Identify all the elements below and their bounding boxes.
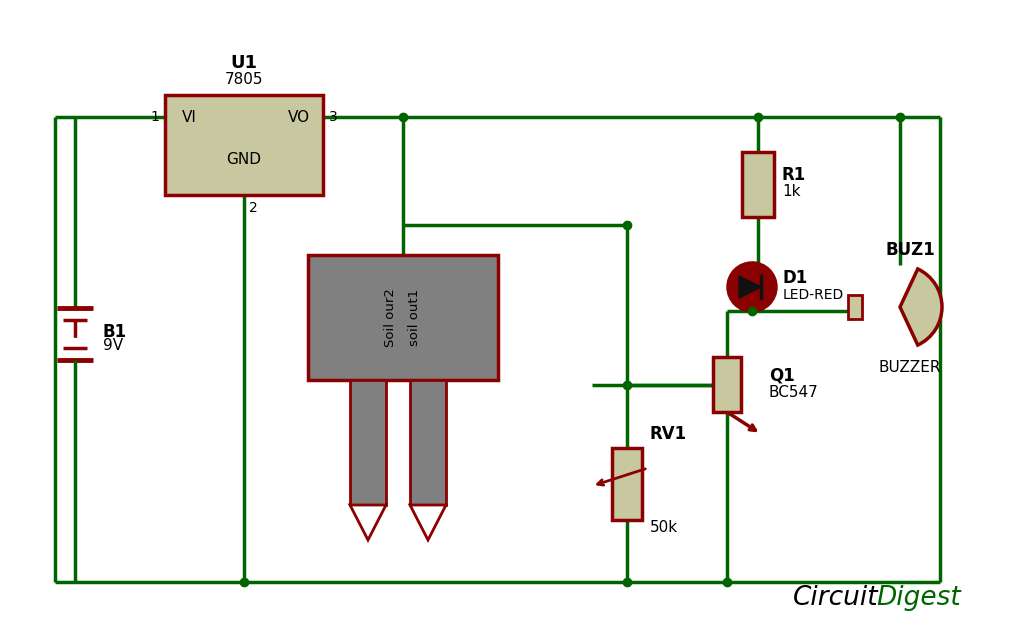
Text: Soil our2: Soil our2 xyxy=(384,288,397,347)
Text: VO: VO xyxy=(287,109,310,124)
Bar xyxy=(350,380,385,505)
Bar xyxy=(741,152,773,217)
Wedge shape xyxy=(899,269,942,345)
Text: 2: 2 xyxy=(249,201,258,215)
Text: BUZ1: BUZ1 xyxy=(884,241,934,259)
Polygon shape xyxy=(410,505,445,540)
Text: Q1: Q1 xyxy=(768,367,794,384)
Bar xyxy=(611,448,641,520)
Bar xyxy=(308,255,497,380)
Text: 50k: 50k xyxy=(649,521,678,536)
Bar xyxy=(165,95,323,195)
Text: BUZZER: BUZZER xyxy=(878,359,941,374)
Text: soil out1: soil out1 xyxy=(408,289,421,346)
Text: D1: D1 xyxy=(783,269,807,287)
Text: GND: GND xyxy=(226,153,261,168)
Text: 1k: 1k xyxy=(782,185,800,200)
Text: 3: 3 xyxy=(329,110,337,124)
Text: B1: B1 xyxy=(103,323,127,341)
Text: U1: U1 xyxy=(230,54,257,72)
Bar xyxy=(410,380,445,505)
Polygon shape xyxy=(739,276,760,298)
Text: LED-RED: LED-RED xyxy=(783,288,844,302)
Text: 1: 1 xyxy=(150,110,159,124)
Bar xyxy=(847,295,861,319)
Text: 7805: 7805 xyxy=(224,72,263,87)
Text: Circuit: Circuit xyxy=(792,585,877,611)
Text: BC547: BC547 xyxy=(768,385,818,400)
Circle shape xyxy=(728,263,775,311)
Polygon shape xyxy=(350,505,385,540)
Text: RV1: RV1 xyxy=(649,425,687,443)
Text: R1: R1 xyxy=(782,166,805,184)
Text: 9V: 9V xyxy=(103,338,123,354)
Text: VI: VI xyxy=(181,109,197,124)
Bar xyxy=(712,357,740,412)
Text: Digest: Digest xyxy=(875,585,960,611)
